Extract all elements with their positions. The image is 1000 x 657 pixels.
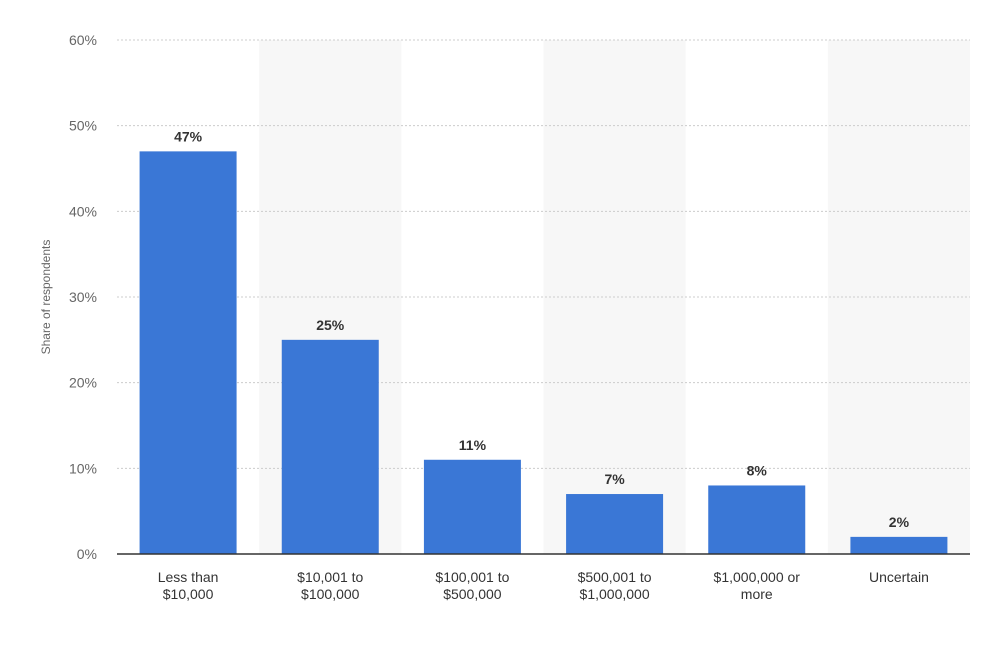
x-category-label: $1,000,000 or (714, 569, 801, 585)
y-tick-label: 30% (69, 289, 97, 305)
data-label: 47% (174, 128, 203, 144)
y-tick-label: 0% (77, 546, 97, 562)
y-axis-label: Share of respondents (39, 240, 53, 355)
x-category-label: $10,001 to (297, 569, 363, 585)
y-tick-label: 40% (69, 203, 97, 219)
x-category-label: Less than (158, 569, 219, 585)
x-category-label: $100,000 (301, 586, 360, 602)
data-label: 11% (459, 437, 487, 453)
x-category-label: $500,001 to (578, 569, 652, 585)
bar (423, 459, 521, 554)
x-category-label: $1,000,000 (580, 586, 650, 602)
bar (566, 494, 664, 554)
data-label: 25% (316, 317, 345, 333)
x-category-label: $500,000 (443, 586, 502, 602)
bar (139, 151, 237, 554)
y-tick-label: 20% (69, 375, 97, 391)
data-label: 2% (889, 514, 910, 530)
y-tick-label: 50% (69, 118, 97, 134)
x-category-label: more (741, 586, 773, 602)
bar (281, 339, 379, 554)
data-label: 7% (604, 471, 625, 487)
x-axis-categories: Less than$10,000 $10,001 to$100,000 $100,0… (158, 569, 929, 602)
y-tick-label: 10% (69, 460, 97, 476)
y-tick-label: 60% (69, 32, 97, 48)
bars (139, 151, 948, 554)
x-category-label: $100,001 to (435, 569, 509, 585)
y-axis-ticks: 0% 10% 20% 30% 40% 50% 60% (69, 32, 97, 562)
x-category-label: Uncertain (869, 569, 929, 585)
bar (708, 485, 806, 554)
x-category-label: $10,000 (163, 586, 214, 602)
value-labels: 47% 25% 11% 7% 8% 2% (174, 128, 910, 529)
bar (850, 536, 948, 554)
data-label: 8% (747, 462, 768, 478)
